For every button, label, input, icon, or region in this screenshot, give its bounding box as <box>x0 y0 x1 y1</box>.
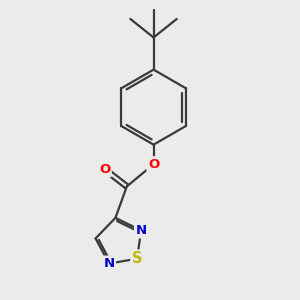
Text: S: S <box>132 251 142 266</box>
Text: O: O <box>148 158 159 171</box>
Text: O: O <box>99 163 110 176</box>
Text: N: N <box>136 224 147 237</box>
Text: N: N <box>103 257 115 270</box>
